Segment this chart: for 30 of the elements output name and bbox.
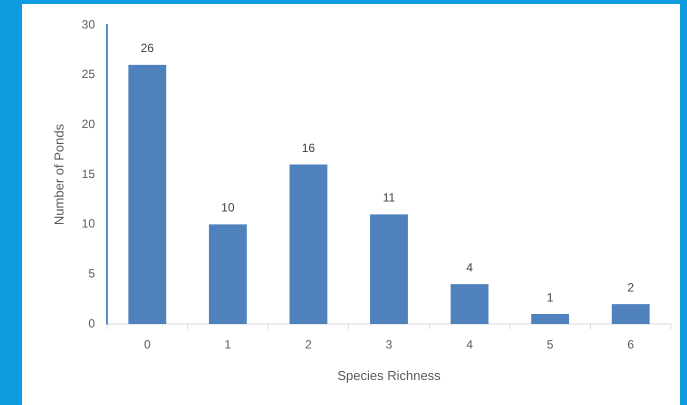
y-tick-label: 30	[82, 17, 96, 32]
data-label: 4	[466, 260, 474, 274]
bar	[208, 224, 247, 324]
x-tick-label: 6	[627, 338, 634, 352]
y-tick-label: 25	[82, 67, 96, 82]
bar	[450, 284, 489, 324]
data-label: 26	[140, 41, 154, 56]
x-axis-title: Species Richness	[337, 368, 442, 383]
y-tick-label: 20	[82, 116, 96, 131]
y-tick-label: 15	[82, 166, 96, 181]
bar	[612, 304, 650, 324]
bar	[370, 214, 408, 324]
x-tick-label: 5	[546, 338, 554, 352]
y-tick-label: 5	[88, 266, 96, 280]
x-tick-label: 0	[144, 338, 151, 352]
data-label: 16	[302, 140, 316, 155]
bar	[128, 64, 166, 324]
y-axis-title: Number of Ponds	[51, 123, 66, 226]
x-tick-label: 3	[386, 338, 393, 352]
x-tick-label: 4	[466, 338, 474, 352]
data-label: 1	[546, 290, 554, 304]
x-tick-label: 2	[305, 338, 312, 352]
data-label: 2	[627, 280, 634, 294]
y-tick-label: 0	[88, 316, 96, 330]
bar	[531, 314, 570, 324]
bar	[289, 164, 328, 324]
x-tick-label: 1	[224, 338, 232, 352]
data-label: 10	[221, 200, 235, 215]
data-label: 11	[382, 190, 396, 205]
y-tick-label: 10	[82, 216, 96, 231]
